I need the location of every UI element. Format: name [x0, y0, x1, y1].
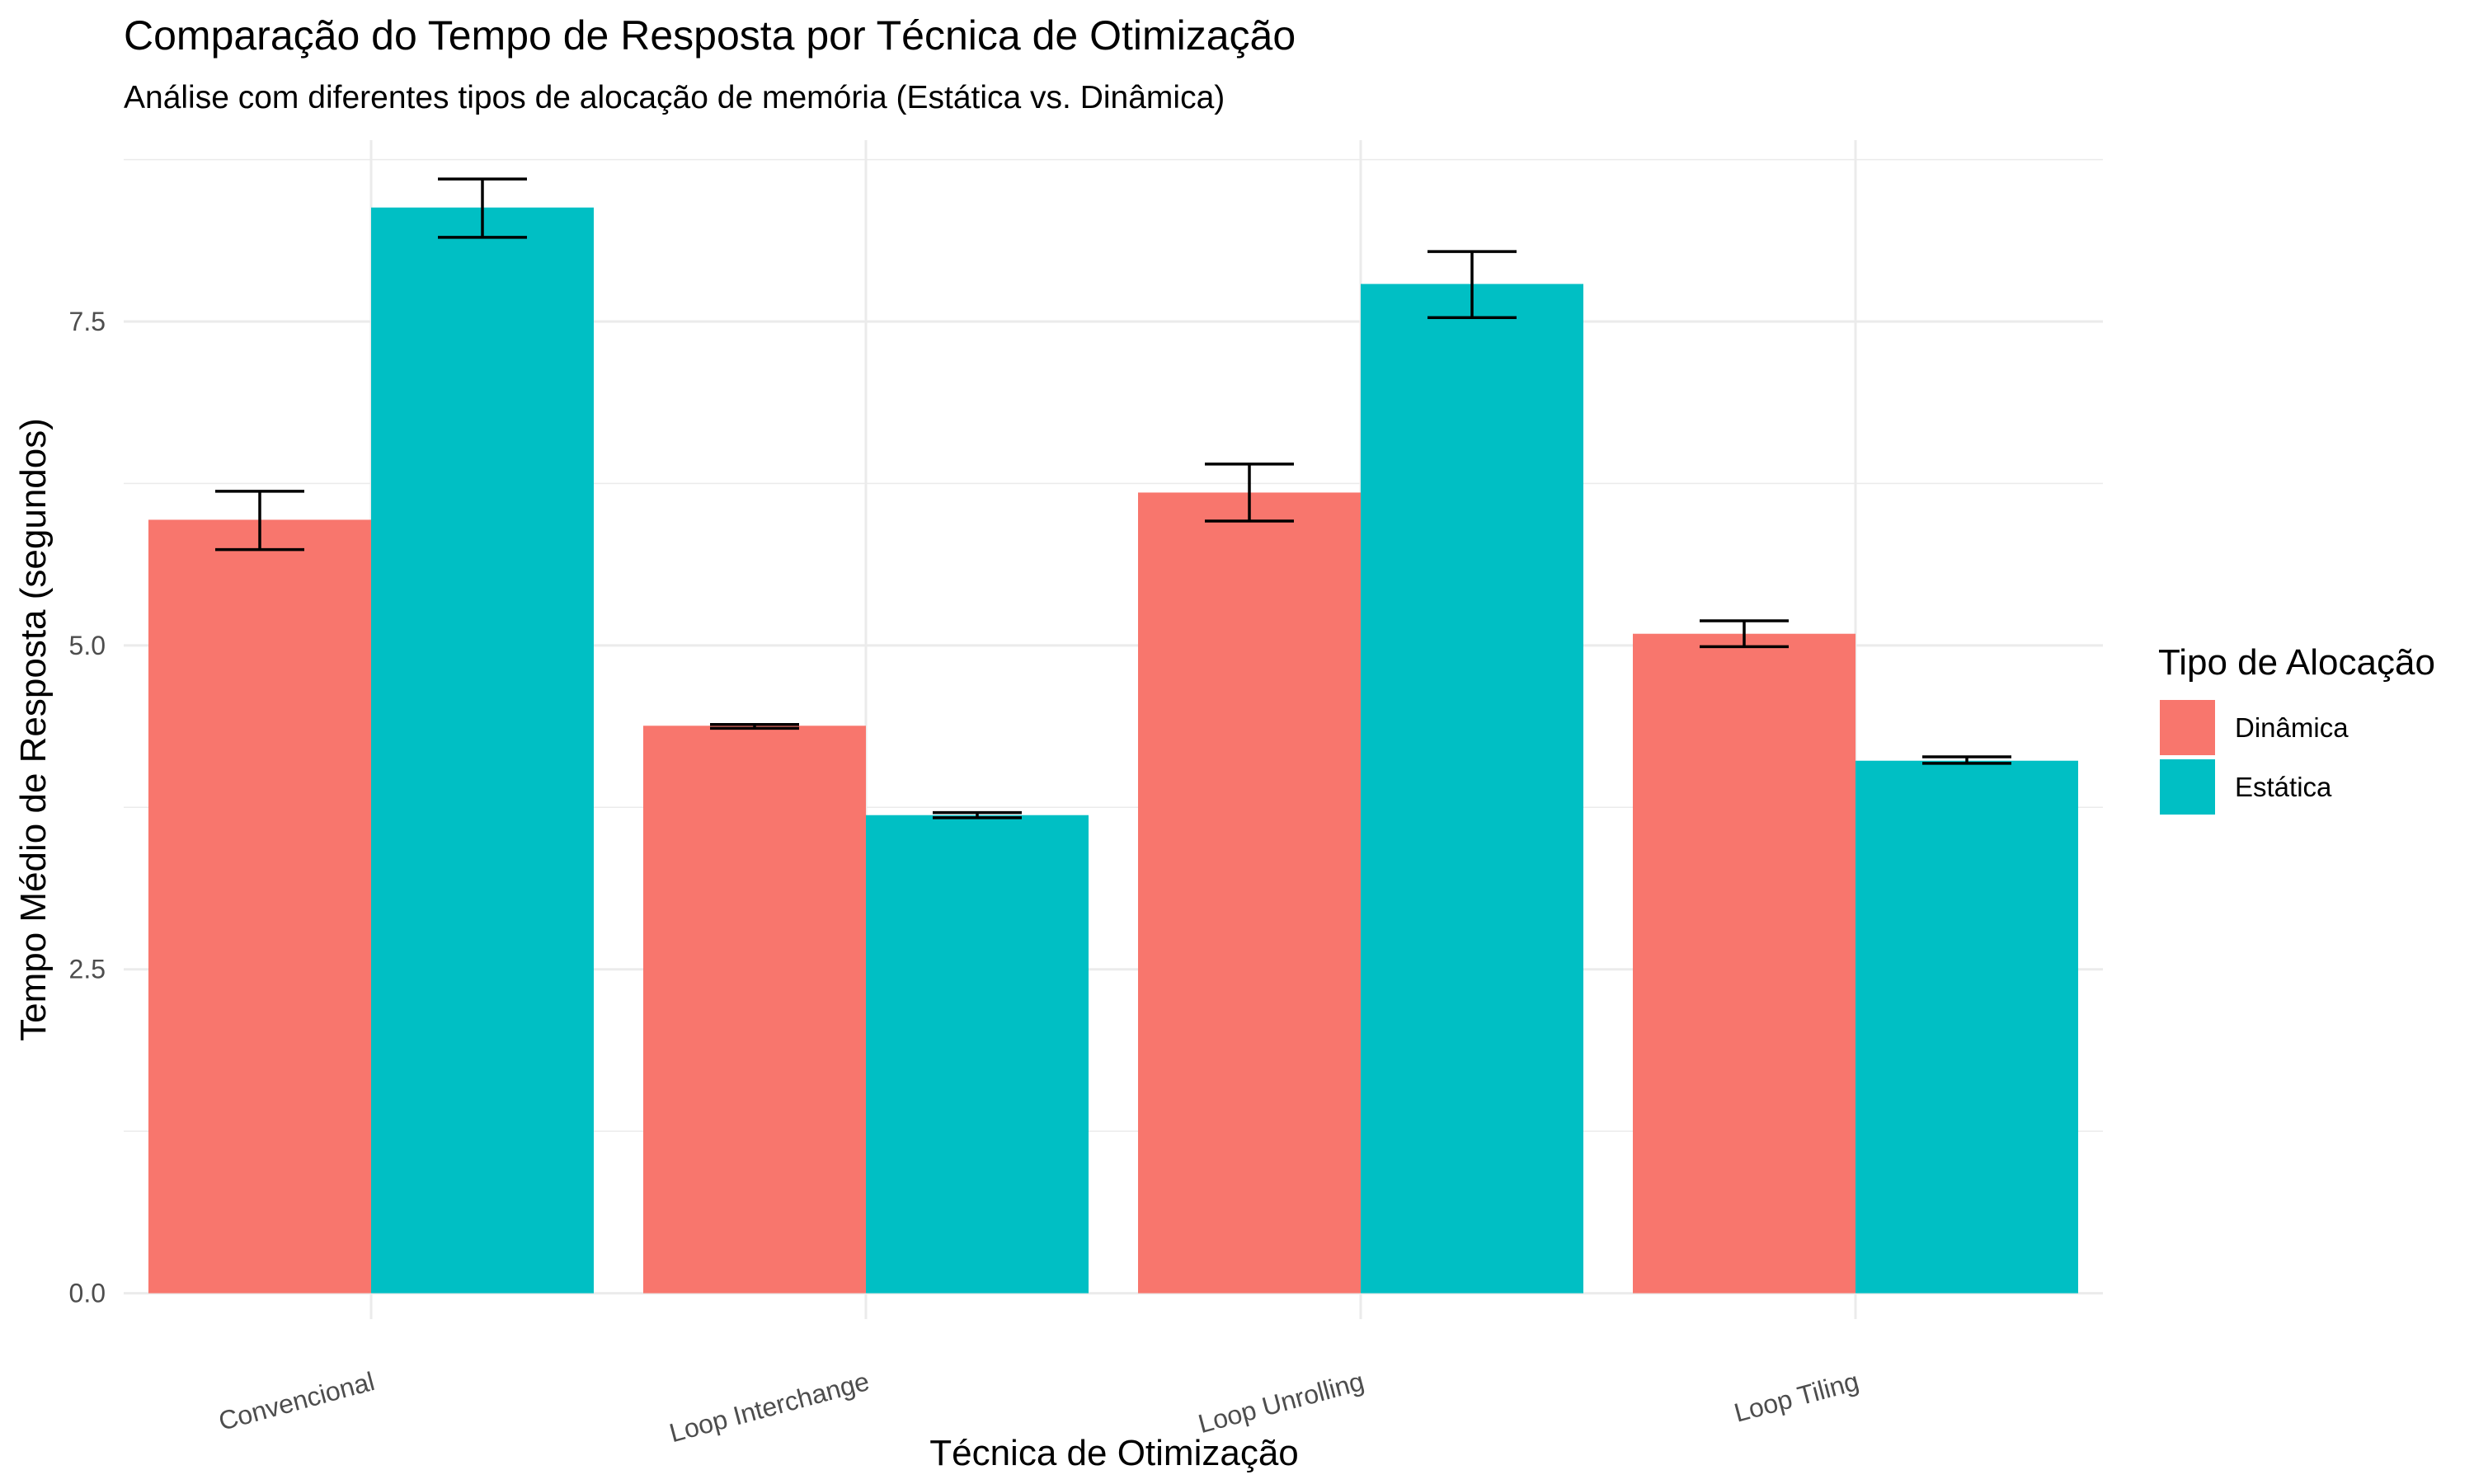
legend-label-dinamica: Dinâmica: [2235, 712, 2349, 743]
x-tick-label: Loop Interchange: [666, 1366, 872, 1448]
bars: [148, 207, 2078, 1294]
y-tick-label: 0.0: [69, 1279, 106, 1308]
bar-dinamica: [148, 519, 371, 1294]
bar-dinamica: [643, 726, 866, 1294]
bar-estatica: [1361, 284, 1583, 1294]
legend: Tipo de Alocação Dinâmica Estática: [2158, 642, 2435, 815]
chart-title: Comparação do Tempo de Resposta por Técn…: [124, 12, 1296, 59]
x-tick-label: Loop Tiling: [1731, 1366, 1862, 1428]
x-axis-title: Técnica de Otimização: [929, 1433, 1299, 1473]
bar-dinamica: [1633, 633, 1856, 1294]
legend-label-estatica: Estática: [2235, 772, 2332, 802]
y-axis-ticks: 0.0 2.5 5.0 7.5: [69, 307, 106, 1308]
legend-title: Tipo de Alocação: [2158, 642, 2435, 683]
bar-estatica: [1856, 760, 2078, 1294]
error-bars: [215, 177, 2011, 819]
y-tick-label: 2.5: [69, 955, 106, 984]
x-tick-label: Convencional: [215, 1366, 378, 1436]
chart-subtitle: Análise com diferentes tipos de alocação…: [124, 80, 1225, 115]
y-tick-label: 5.0: [69, 631, 106, 660]
y-tick-label: 7.5: [69, 307, 106, 336]
legend-key-estatica: [2160, 759, 2215, 815]
x-tick-label: Loop Unrolling: [1195, 1366, 1367, 1439]
bar-estatica: [371, 207, 594, 1294]
bar-dinamica: [1138, 492, 1361, 1294]
bar-estatica: [866, 815, 1089, 1294]
legend-key-dinamica: [2160, 700, 2215, 755]
y-axis-title: Tempo Médio de Resposta (segundos): [13, 418, 54, 1041]
